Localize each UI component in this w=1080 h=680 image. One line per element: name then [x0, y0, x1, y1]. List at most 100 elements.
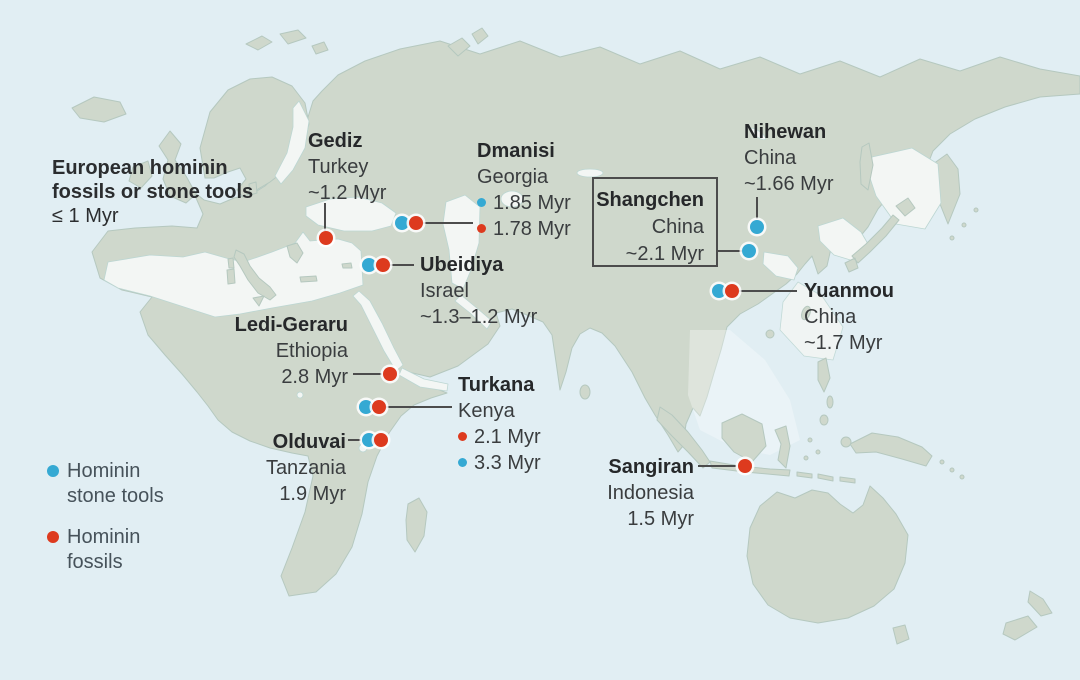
island-novaya-zemlya — [447, 27, 489, 57]
peninsula-italy — [233, 249, 277, 301]
islands-japan — [844, 197, 916, 273]
islands-philippines-2 — [826, 395, 834, 409]
site-label-ledi-geraru: Ledi-Geraru Ethiopia 2.8 Myr — [200, 312, 348, 390]
yuanmou-leader-line — [739, 290, 797, 292]
moluccas-3 — [803, 455, 809, 461]
denmark — [248, 181, 258, 196]
kuril-islands-2 — [961, 222, 967, 228]
olduvai-fossils-marker — [374, 433, 388, 447]
site-age-tools: 3.3 Myr — [458, 450, 541, 476]
sea-of-okhotsk — [867, 147, 942, 230]
turkana-tools-marker — [359, 400, 373, 414]
site-age-tools: 1.85 Myr — [477, 190, 571, 216]
islands-new-zealand — [1002, 590, 1053, 641]
yuanmou-tools-marker — [712, 284, 726, 298]
island-sardinia — [226, 268, 236, 285]
ubeidiya-leader-line — [390, 264, 414, 266]
olduvai-leader-line — [348, 439, 361, 441]
gediz-leader-line — [324, 203, 326, 231]
caspian-sea — [442, 194, 481, 290]
island-sulawesi — [774, 425, 791, 469]
site-name: Yuanmou — [804, 280, 895, 302]
islands-philippines — [817, 357, 831, 393]
ledi-geraru-fossils-marker — [383, 367, 397, 381]
sangiran-fossils-marker — [738, 459, 752, 473]
turkana-leader-line — [386, 406, 452, 408]
island-borneo — [721, 413, 767, 463]
site-name: Ubeidiya — [420, 254, 504, 276]
shangchen-tools-marker — [742, 244, 756, 258]
birds-head — [840, 436, 852, 448]
nihewan-tools-marker — [750, 220, 764, 234]
island-madagascar — [405, 497, 428, 553]
european-note-line2: fossils or stone tools — [52, 181, 254, 203]
site-country: Georgia — [477, 166, 549, 188]
lake-chad — [296, 391, 304, 399]
dmanisi-fossils-marker — [409, 216, 423, 230]
site-label-ubeidiya: Ubeidiya Israel ~1.3–1.2 Myr — [420, 252, 537, 330]
black-sea — [305, 196, 397, 232]
fossils-dot-icon — [477, 224, 486, 233]
island-new-guinea — [849, 432, 933, 467]
moluccas-2 — [815, 449, 821, 455]
site-name: Dmanisi — [477, 140, 555, 162]
island-corsica — [227, 257, 235, 269]
site-name: Olduvai — [272, 431, 346, 453]
site-country: China — [651, 216, 704, 238]
solomon-islands-3 — [959, 474, 965, 480]
site-name: Turkana — [458, 374, 535, 396]
island-sakhalin — [859, 142, 874, 191]
site-label-shangchen: Shangchen China ~2.1 Myr — [592, 177, 718, 267]
aral-sea — [500, 190, 524, 208]
gulf-of-aden — [398, 367, 449, 392]
gediz-fossils-marker — [319, 231, 333, 245]
site-country: Kenya — [458, 400, 515, 422]
legend-fossils: Hominin fossils — [67, 526, 141, 573]
dmanisi-leader-line — [421, 222, 473, 224]
site-age: ~1.3–1.2 Myr — [420, 306, 538, 328]
site-age: ~1.7 Myr — [804, 332, 883, 354]
site-name: Shangchen — [596, 189, 704, 211]
site-age: ~1.2 Myr — [308, 182, 387, 204]
fossils-dot-icon — [458, 432, 467, 441]
sangiran-leader-line — [698, 465, 736, 467]
island-hainan — [765, 329, 775, 339]
moluccas — [807, 437, 813, 443]
site-label-turkana: Turkana Kenya 2.1 Myr 3.3 Myr — [458, 372, 541, 476]
kuril-islands — [949, 235, 955, 241]
persian-gulf — [454, 294, 493, 330]
site-country: Indonesia — [607, 482, 694, 504]
ubeidiya-tools-marker — [362, 258, 376, 272]
kuril-islands-3 — [973, 207, 979, 213]
nihewan-leader-line — [756, 197, 758, 219]
site-age: ~1.66 Myr — [744, 173, 834, 195]
european-note: European hominin fossils or stone tools … — [52, 156, 253, 228]
peninsula-greece — [286, 242, 304, 264]
island-cyprus — [341, 262, 353, 269]
site-name: Sangiran — [608, 456, 694, 478]
stone-tools-dot-icon — [458, 458, 467, 467]
island-taiwan — [801, 305, 811, 321]
island-tasmania — [892, 624, 910, 645]
site-age: 2.8 Myr — [281, 366, 348, 388]
islands-philippines-3 — [819, 414, 829, 426]
site-country: Turkey — [308, 156, 369, 178]
legend-stone-tools: Hominin stone tools — [67, 460, 164, 507]
site-label-yuanmou: Yuanmou China ~1.7 Myr — [804, 278, 894, 356]
island-ireland — [128, 160, 153, 189]
legend-fossils-dot-icon — [47, 531, 59, 543]
island-britain — [158, 130, 197, 204]
ledi-geraru-leader-line — [353, 373, 382, 375]
ubeidiya-fossils-marker — [376, 258, 390, 272]
site-name: Ledi-Geraru — [234, 314, 348, 336]
site-label-gediz: Gediz Turkey ~1.2 Myr — [308, 128, 386, 206]
south-china-sea-wash — [688, 330, 800, 455]
european-note-line1: European hominin — [52, 157, 228, 179]
site-age: 1.9 Myr — [279, 483, 346, 505]
site-country: Ethiopia — [275, 340, 348, 362]
lake-baikal — [750, 127, 766, 141]
site-age: 1.5 Myr — [627, 508, 694, 530]
yuanmou-fossils-marker — [725, 284, 739, 298]
